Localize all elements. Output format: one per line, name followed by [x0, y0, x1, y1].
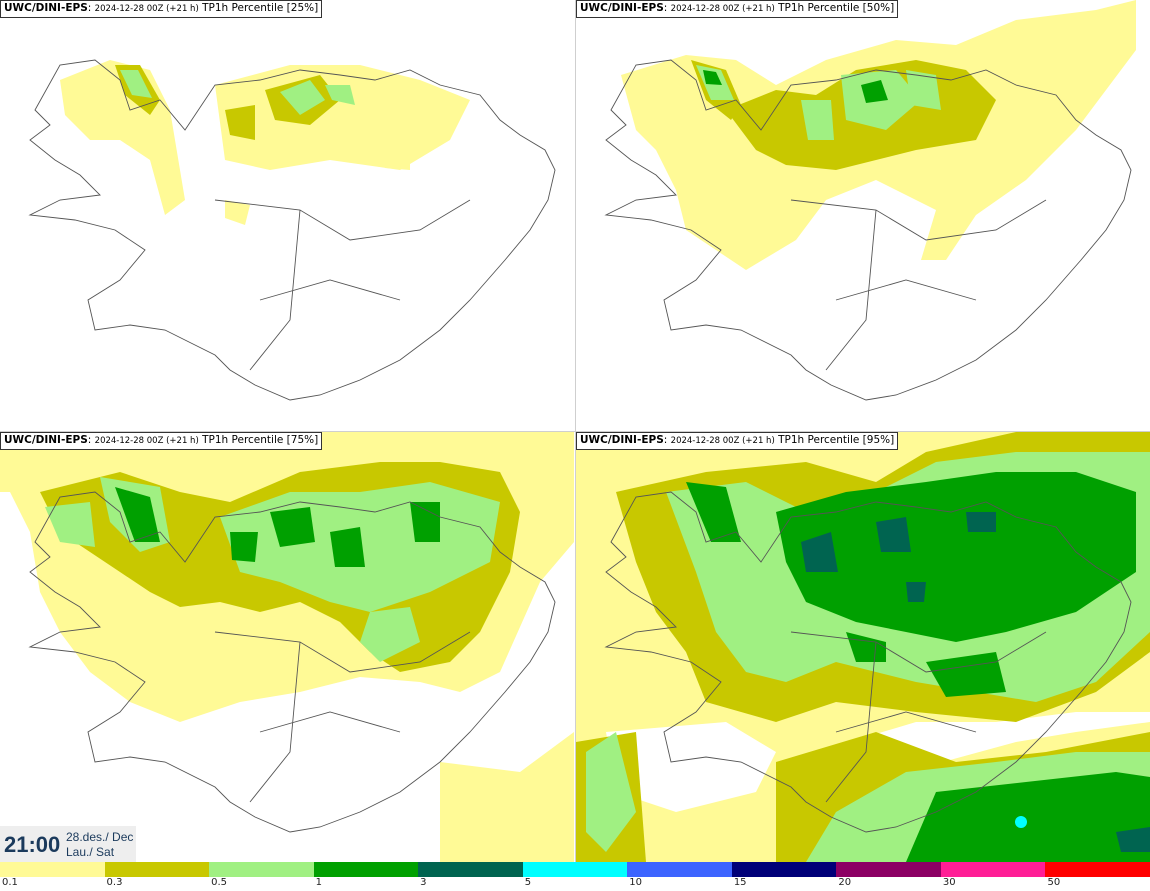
- field-label: TP1h Percentile [75%]: [202, 434, 319, 446]
- legend-swatch: [836, 862, 941, 877]
- legend-swatch: [731, 862, 837, 877]
- coastline: [604, 491, 1132, 833]
- model-name: UWC/DINI-EPS: [4, 2, 88, 14]
- legend-tick-label: 0.3: [106, 877, 123, 888]
- precip-shading: [621, 0, 1136, 270]
- run-time: 2024-12-28 00Z (+21 h): [94, 436, 199, 446]
- precip-shading: [0, 432, 574, 862]
- map-panel-p75: UWC/DINI-EPS: 2024-12-28 00Z (+21 h) TP1…: [0, 432, 574, 862]
- field-label: TP1h Percentile [95%]: [778, 434, 895, 446]
- legend-swatch: [104, 862, 210, 877]
- legend-tick-label: 15: [733, 877, 747, 888]
- coastline: [28, 59, 556, 401]
- legend-tick-label: 20: [838, 877, 852, 888]
- precip-map-p95: [576, 432, 1150, 862]
- valid-time: 21:00: [4, 832, 61, 857]
- panel-title: UWC/DINI-EPS: 2024-12-28 00Z (+21 h) TP1…: [0, 0, 323, 18]
- field-label: TP1h Percentile [25%]: [202, 2, 319, 14]
- model-name: UWC/DINI-EPS: [4, 434, 88, 446]
- legend-swatch: [522, 862, 628, 877]
- legend-tick-label: 1: [315, 877, 322, 888]
- coastline: [604, 59, 1132, 401]
- legend-swatch: [1045, 862, 1150, 877]
- legend-swatch: [0, 862, 105, 877]
- legend-swatch: [627, 862, 732, 877]
- coastline: [28, 491, 556, 833]
- legend-color-bar: [0, 862, 1150, 877]
- panel-title: UWC/DINI-EPS: 2024-12-28 00Z (+21 h) TP1…: [0, 432, 323, 450]
- precip-map-p75: [0, 432, 574, 862]
- legend-tick-label: 30: [942, 877, 956, 888]
- legend-swatch: [940, 862, 1046, 877]
- field-label: TP1h Percentile [50%]: [778, 2, 895, 14]
- model-name: UWC/DINI-EPS: [580, 434, 664, 446]
- precip-map-p50: [604, 0, 1136, 401]
- legend-swatch: [209, 862, 314, 877]
- legend-tick-label: 3: [420, 877, 427, 888]
- map-panel-p25: UWC/DINI-EPS: 2024-12-28 00Z (+21 h) TP1…: [0, 0, 574, 430]
- map-panel-p50: UWC/DINI-EPS: 2024-12-28 00Z (+21 h) TP1…: [576, 0, 1150, 430]
- legend-tick-label: 10: [629, 877, 642, 888]
- legend-swatch: [313, 862, 419, 877]
- model-name: UWC/DINI-EPS: [580, 2, 664, 14]
- panel-divider-horizontal: [0, 431, 1150, 432]
- precip-map-p25: [28, 59, 556, 401]
- run-time: 2024-12-28 00Z (+21 h): [670, 436, 775, 446]
- panel-title: UWC/DINI-EPS: 2024-12-28 00Z (+21 h) TP1…: [576, 0, 899, 18]
- legend-tick-label: 0.1: [2, 877, 18, 888]
- valid-date-line1: 28.des./ Dec: [66, 830, 134, 844]
- color-legend: 0.1 0.3 0.5 1 3 5 10 15 20 30 50: [0, 862, 1150, 891]
- legend-tick-label: 0.5: [211, 877, 227, 888]
- valid-date: 28.des./ Dec Lau./ Sat: [66, 830, 133, 860]
- precip-shading: [576, 432, 1150, 862]
- precip-shading: [60, 60, 470, 225]
- valid-date-line2: Lau./ Sat: [66, 845, 115, 859]
- legend-swatch: [418, 862, 523, 877]
- run-time: 2024-12-28 00Z (+21 h): [94, 4, 199, 14]
- map-panel-p95: UWC/DINI-EPS: 2024-12-28 00Z (+21 h) TP1…: [576, 432, 1150, 862]
- legend-tick-label: 5: [524, 877, 532, 888]
- valid-time-box: 21:00 28.des./ Dec Lau./ Sat: [0, 826, 136, 862]
- legend-tick-label: 50: [1047, 877, 1061, 888]
- run-time: 2024-12-28 00Z (+21 h): [670, 4, 775, 14]
- panel-title: UWC/DINI-EPS: 2024-12-28 00Z (+21 h) TP1…: [576, 432, 899, 450]
